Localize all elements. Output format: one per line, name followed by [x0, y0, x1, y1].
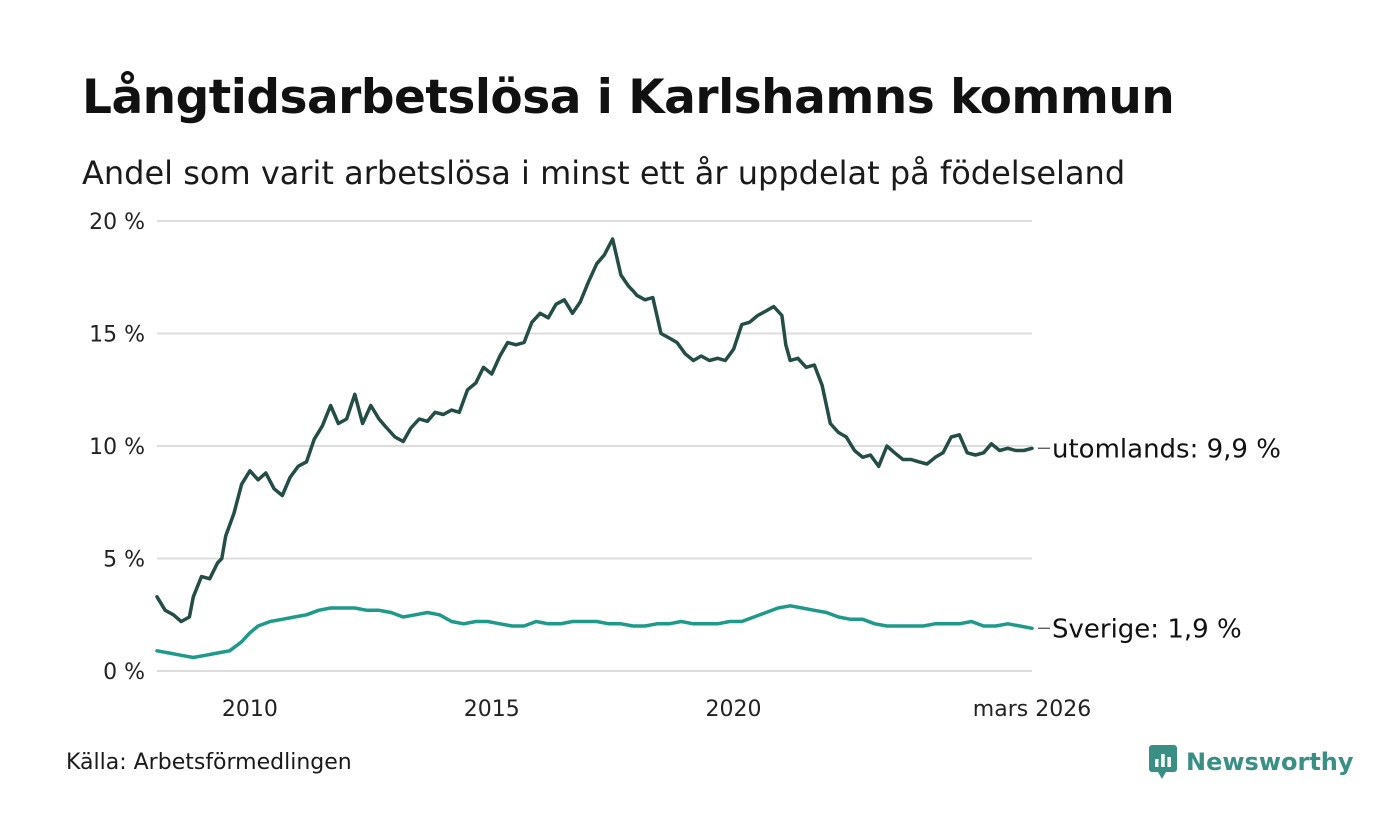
brand-name: Newsworthy	[1186, 748, 1354, 776]
x-tick-label: mars 2026	[973, 697, 1091, 722]
series-end-labels: utomlands: 9,9 % Sverige: 1,9 %	[1038, 434, 1281, 644]
y-tick-label: 0 %	[103, 660, 145, 685]
end-label-sverige: Sverige: 1,9 %	[1052, 614, 1242, 644]
y-tick-label: 15 %	[89, 323, 145, 348]
newsworthy-logo: Newsworthy	[1148, 744, 1354, 780]
chart-title: Långtidsarbetslösa i Karlshamns kommun	[82, 70, 1175, 125]
x-tick-label: 2010	[222, 697, 278, 722]
x-axis: 2010 2015 2020 mars 2026	[222, 697, 1091, 722]
end-label-utomlands: utomlands: 9,9 %	[1052, 434, 1281, 464]
chart-subtitle: Andel som varit arbetslösa i minst ett å…	[82, 154, 1126, 192]
source-note: Källa: Arbetsförmedlingen	[66, 750, 352, 775]
y-tick-label: 10 %	[89, 435, 145, 460]
gridlines	[157, 220, 1032, 672]
x-tick-label: 2020	[706, 697, 762, 722]
series-lines	[155, 237, 1034, 660]
y-tick-label: 5 %	[103, 548, 145, 573]
series-line-utomlands	[155, 237, 1034, 624]
series-line-sverige	[155, 604, 1034, 660]
x-tick-label: 2015	[464, 697, 520, 722]
y-tick-label: 20 %	[89, 210, 145, 235]
bar-chart-icon	[1149, 745, 1177, 779]
y-axis: 0 % 5 % 10 % 15 % 20 %	[89, 210, 145, 685]
